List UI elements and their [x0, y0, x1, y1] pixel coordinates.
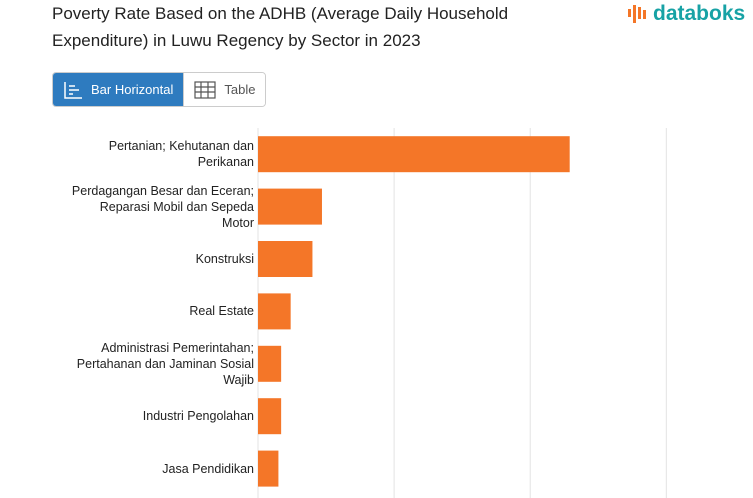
y-tick-label: Perdagangan Besar dan Eceran; Reparasi M…: [71, 183, 254, 230]
chart-title: Poverty Rate Based on the ADHB (Average …: [52, 4, 509, 50]
bar: [258, 188, 322, 225]
logo-text: databoks: [653, 2, 746, 25]
logo: databoks: [627, 2, 745, 26]
bar: [258, 136, 570, 173]
bar: [258, 398, 282, 435]
y-tick-label: Real Estate: [189, 304, 254, 319]
bar: [258, 345, 282, 382]
y-tick-label: Jasa Pendidikan: [162, 461, 254, 476]
tab-label: Table: [224, 82, 256, 97]
y-tick-label: Pertanian; Kehutanan dan Perikanan: [108, 139, 254, 170]
tab-table[interactable]: Table: [183, 73, 266, 106]
y-tick-label: Industri Pengolahan: [142, 409, 254, 424]
y-tick-label: Konstruksi: [195, 252, 254, 266]
bar-icon: [64, 81, 82, 99]
logo-icon: [628, 5, 646, 23]
y-tick-label: Administrasi Pemerintahan; Pertahanan da…: [76, 340, 254, 387]
table-icon: [194, 80, 216, 99]
tab-bar[interactable]: Bar Horizontal: [53, 73, 184, 106]
tab-label: Bar Horizontal: [91, 82, 174, 97]
bar: [258, 450, 279, 487]
view-tabs: Bar Horizontal Table: [52, 72, 267, 107]
bar: [258, 293, 291, 330]
bar: [258, 241, 313, 277]
